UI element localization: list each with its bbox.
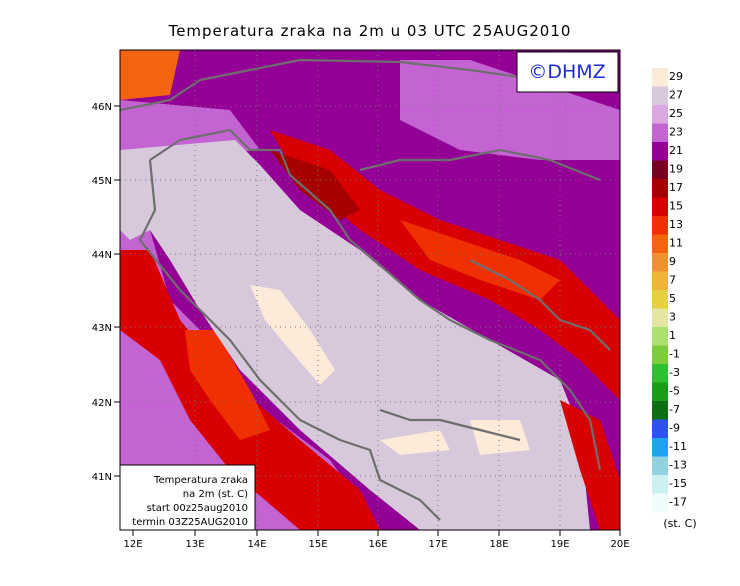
colorbar-label: -13 <box>669 459 687 472</box>
colorbar-swatch <box>652 142 668 161</box>
lon-label: 13E <box>185 539 204 550</box>
colorbar-swatch <box>652 216 668 235</box>
colorbar-label: -7 <box>669 403 680 416</box>
colorbar-label: -5 <box>669 385 680 398</box>
colorbar-label: 5 <box>669 292 676 305</box>
colorbar-label: -15 <box>669 477 687 490</box>
lat-label: 41N <box>92 472 112 483</box>
colorbar-swatch <box>652 475 668 494</box>
colorbar-label: 7 <box>669 274 676 287</box>
colorbar-swatch <box>652 86 668 106</box>
lon-label: 15E <box>308 539 327 550</box>
map-frame <box>119 49 621 531</box>
colorbar-swatch <box>652 327 668 346</box>
colorbar-label: 1 <box>669 329 676 342</box>
colorbar-label: 11 <box>669 237 683 250</box>
colorbar-label: -3 <box>669 366 680 379</box>
colorbar-label: -11 <box>669 440 687 453</box>
lat-label: 43N <box>92 323 112 334</box>
colorbar-label: -17 <box>669 496 687 509</box>
info-box <box>119 464 256 531</box>
info-line: start 00z25aug2010 <box>147 503 248 514</box>
lat-label: 46N <box>92 102 112 113</box>
lon-label: 20E <box>610 539 629 550</box>
colorbar-swatch <box>652 308 668 328</box>
colorbar-swatch <box>652 401 668 420</box>
colorbar-label: 19 <box>669 163 683 176</box>
lat-label: 44N <box>92 250 112 261</box>
colorbar-label: 17 <box>669 181 683 194</box>
copyright-box <box>516 51 619 93</box>
colorbar-swatch <box>652 123 668 143</box>
lon-label: 19E <box>550 539 569 550</box>
info-line: na 2m (st. C) <box>183 489 248 500</box>
colorbar-label: 23 <box>669 126 683 139</box>
colorbar-swatch <box>652 456 668 476</box>
colorbar: 29 27 25 23 21 19 17 15 13 11 9 7 5 3 1 -1 -3 -5 -7 -9 -11 -1… <box>652 68 687 513</box>
colorbar-swatch <box>652 105 668 124</box>
lon-label: 16E <box>368 539 387 550</box>
colorbar-label: -9 <box>669 422 680 435</box>
lat-label: 45N <box>92 176 112 187</box>
colorbar-swatch <box>652 197 668 217</box>
colorbar-swatch <box>652 493 668 513</box>
lon-label: 14E <box>247 539 266 550</box>
colorbar-label: 9 <box>669 255 676 268</box>
colorbar-swatch <box>652 345 668 365</box>
colorbar-swatch <box>652 290 668 309</box>
copyright: ©DHMZ <box>528 61 605 83</box>
lon-label: 12E <box>123 539 142 550</box>
lon-label: 18E <box>489 539 508 550</box>
info-line: Temperatura zraka <box>153 475 248 486</box>
colorbar-label: 25 <box>669 107 683 120</box>
colorbar-swatch <box>652 364 668 383</box>
temperature-field <box>120 50 620 530</box>
longitude-labels: 12E 13E 14E 15E 16E 17E 18E 19E 20E <box>123 530 630 550</box>
colorbar-swatch <box>652 179 668 198</box>
colorbar-label: -1 <box>669 348 680 361</box>
colorbar-swatch <box>652 160 668 180</box>
colorbar-swatch <box>652 438 668 457</box>
latitude-labels: 46N 45N 44N 43N 42N 41N <box>92 102 120 483</box>
lon-label: 17E <box>428 539 447 550</box>
colorbar-label: 21 <box>669 144 683 157</box>
lat-label: 42N <box>92 398 112 409</box>
colorbar-swatch <box>652 68 668 87</box>
colorbar-swatch <box>652 419 668 439</box>
colorbar-label: 13 <box>669 218 683 231</box>
colorbar-label: 27 <box>669 89 683 102</box>
colorbar-swatch <box>652 382 668 402</box>
coastlines <box>120 58 611 521</box>
colorbar-label: 29 <box>669 70 683 83</box>
colorbar-swatch <box>652 271 668 291</box>
colorbar-swatch <box>652 234 668 254</box>
info-line: termin 03Z25AUG2010 <box>132 517 248 528</box>
title: Temperatura zraka na 2m u 03 UTC 25AUG20… <box>168 22 572 40</box>
colorbar-label: 3 <box>669 311 676 324</box>
colorbar-swatch <box>652 253 668 272</box>
colorbar-unit: (st. C) <box>663 517 696 530</box>
grid-lines <box>120 50 620 530</box>
colorbar-label: 15 <box>669 200 683 213</box>
